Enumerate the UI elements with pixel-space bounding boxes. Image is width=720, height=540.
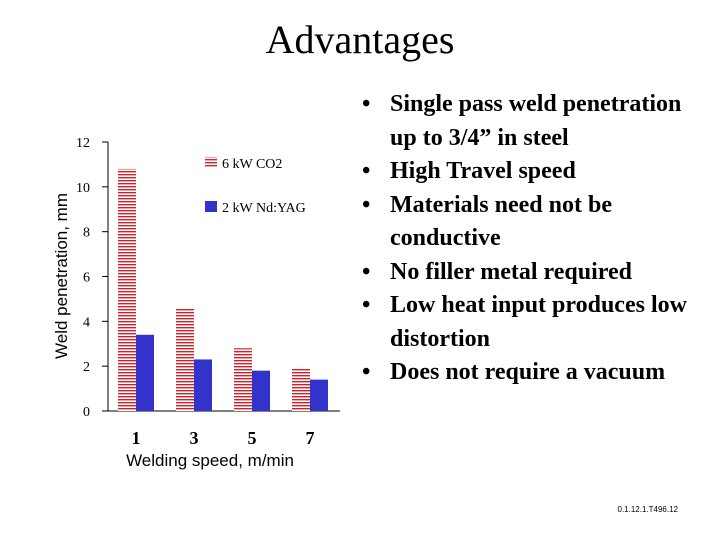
- x-tick-label: 7: [306, 428, 315, 448]
- bar: [176, 307, 194, 411]
- bar: [234, 348, 252, 411]
- bullet-dot-icon: •: [362, 91, 371, 117]
- slide-code: 0.1.12.1.T496.12: [617, 505, 679, 514]
- bullet-dot-icon: •: [362, 292, 371, 318]
- legend-label: 2 kW Nd:YAG: [222, 201, 306, 216]
- bar: [194, 359, 212, 411]
- y-tick-label: 12: [76, 136, 90, 151]
- x-tick-label: 5: [248, 428, 257, 448]
- bar: [118, 168, 136, 411]
- legend-swatch: [205, 157, 217, 168]
- y-tick-label: 6: [83, 271, 90, 286]
- x-tick-label: 1: [132, 428, 141, 448]
- bullet-text: Single pass weld penetration up to 3/4” …: [390, 91, 682, 151]
- bullet-text: No filler metal required: [390, 258, 632, 285]
- y-axis-title: Weld penetration, mm: [52, 193, 71, 359]
- bullet-item: • No filler metal required: [356, 256, 712, 290]
- legend-label: 6 kW CO2: [222, 157, 282, 172]
- bullet-text: Low heat input produces low distortion: [390, 292, 687, 352]
- bar: [252, 370, 270, 411]
- y-tick-label: 10: [76, 181, 90, 196]
- slide-title: Advantages: [265, 17, 455, 62]
- bullet-text: High Travel speed: [390, 158, 576, 184]
- bullet-item: • High Travel speed: [356, 155, 712, 189]
- y-tick-label: 4: [83, 315, 90, 330]
- x-tick-label: 3: [190, 428, 199, 448]
- bullet-dot-icon: •: [362, 359, 371, 385]
- bullet-dot-icon: •: [362, 191, 371, 218]
- bullet-dot-icon: •: [362, 258, 371, 285]
- y-tick-label: 2: [83, 360, 90, 375]
- bar: [292, 368, 310, 411]
- bullet-text: Materials need not be conductive: [390, 191, 612, 252]
- bar: [310, 379, 328, 411]
- bullet-item: • Single pass weld penetration up to 3/4…: [356, 88, 712, 155]
- y-tick-label: 8: [83, 226, 90, 241]
- bullet-dot-icon: •: [362, 158, 371, 184]
- y-tick-label: 0: [83, 405, 90, 420]
- bullet-text: Does not require a vacuum: [390, 359, 666, 385]
- bullet-item: • Materials need not be conductive: [356, 189, 712, 256]
- x-axis-title: Welding speed, m/min: [126, 451, 294, 470]
- advantages-list: • Single pass weld penetration up to 3/4…: [356, 88, 712, 390]
- bullet-item: • Does not require a vacuum: [356, 356, 712, 390]
- bar: [136, 334, 154, 411]
- legend-swatch: [205, 201, 217, 212]
- bullet-item: • Low heat input produces low distortion: [356, 289, 712, 356]
